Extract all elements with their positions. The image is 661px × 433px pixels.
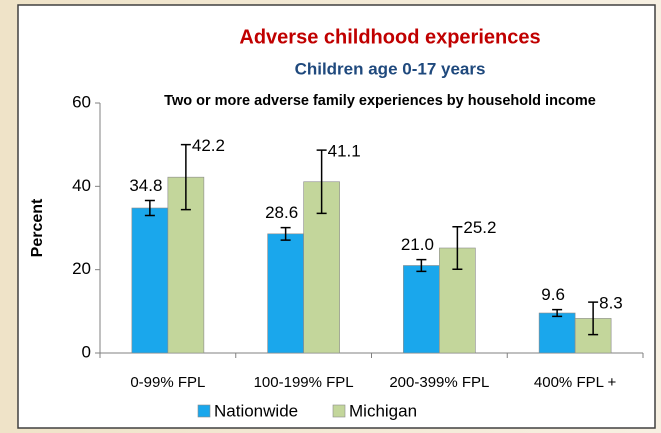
x-tick-label: 100-199% FPL xyxy=(254,374,354,391)
legend-label: Nationwide xyxy=(214,401,298,420)
data-label: 42.2 xyxy=(192,136,225,155)
data-label: 25.2 xyxy=(463,218,496,237)
error-bar xyxy=(316,149,327,215)
bar xyxy=(403,265,440,354)
chart-title: Adverse childhood experiences xyxy=(239,26,540,48)
y-tick-label: 0 xyxy=(82,342,91,361)
y-axis-label: Percent xyxy=(29,198,46,257)
error-bar xyxy=(588,301,599,336)
error-bar xyxy=(280,226,291,241)
data-label: 34.8 xyxy=(129,176,162,195)
data-label: 21.0 xyxy=(401,235,434,254)
error-bar xyxy=(144,199,155,217)
error-bar xyxy=(452,226,463,270)
x-tick-label: 0-99% FPL xyxy=(130,374,205,391)
x-tick-label: 200-399% FPL xyxy=(389,374,489,391)
data-label: 9.6 xyxy=(541,285,565,304)
error-bar xyxy=(180,143,191,211)
legend-label: Michigan xyxy=(349,401,417,420)
data-label: 8.3 xyxy=(599,294,623,313)
data-label: 41.1 xyxy=(328,142,361,161)
error-bar xyxy=(552,308,563,318)
y-tick-label: 60 xyxy=(72,92,91,111)
legend-swatch xyxy=(197,404,211,418)
bar xyxy=(131,207,169,354)
y-tick-label: 20 xyxy=(72,259,91,278)
error-bar xyxy=(416,258,427,273)
y-tick-label: 40 xyxy=(72,176,91,195)
chart-subtitle: Children age 0-17 years xyxy=(295,59,486,78)
x-tick-label: 400% FPL + xyxy=(534,374,617,391)
bar xyxy=(538,312,576,354)
bar xyxy=(267,233,304,354)
chart-note: Two or more adverse family experiences b… xyxy=(164,93,596,109)
legend-swatch xyxy=(332,404,346,418)
data-label: 28.6 xyxy=(265,203,298,222)
